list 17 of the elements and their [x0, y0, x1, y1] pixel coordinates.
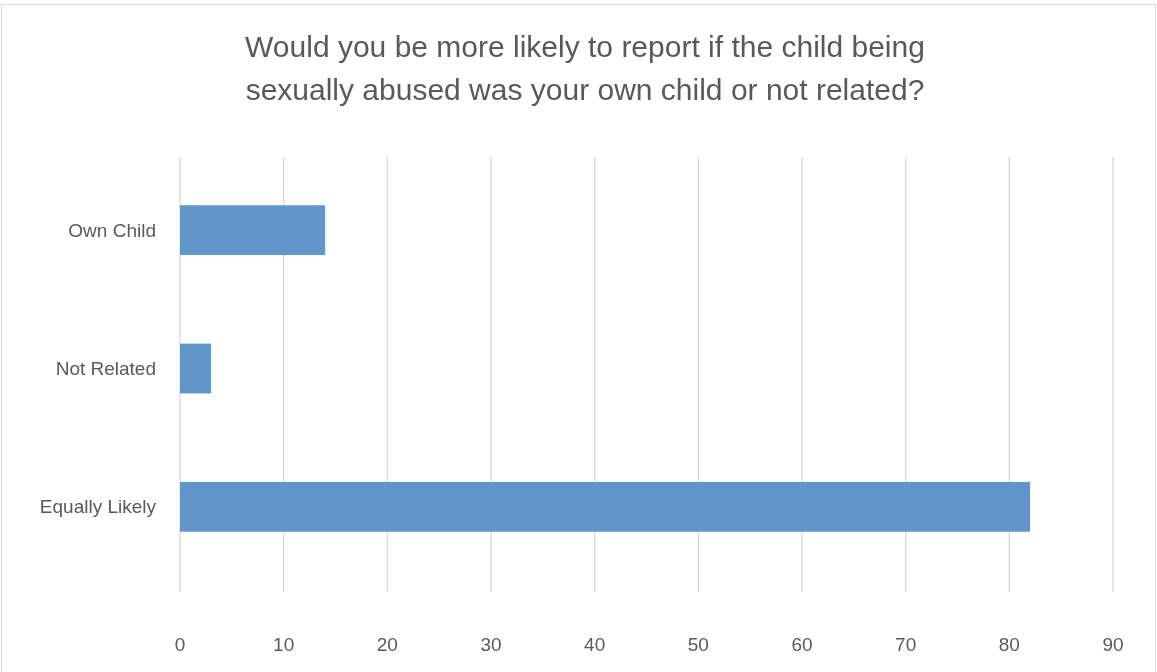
x-tick-label: 30	[480, 634, 502, 655]
x-tick-label: 40	[584, 634, 606, 655]
y-tick-label: Equally Likely	[39, 496, 157, 518]
y-tick-label: Not Related	[55, 358, 156, 380]
x-tick-label: 0	[174, 634, 186, 655]
x-tick-label: 90	[1102, 634, 1124, 655]
chart-title: Would you be more likely to report if the child being sexually abused was your own child or not related?	[245, 30, 925, 106]
bar	[180, 205, 326, 256]
bar	[180, 481, 1031, 532]
y-tick-label: Own Child	[68, 219, 156, 241]
x-tick-label: 20	[376, 634, 398, 655]
x-tick-label: 10	[273, 634, 295, 655]
bar	[180, 343, 212, 394]
x-tick-label: 70	[895, 634, 917, 655]
x-tick-label: 50	[687, 634, 709, 655]
x-tick-label: 80	[998, 634, 1020, 655]
x-tick-label: 60	[791, 634, 813, 655]
